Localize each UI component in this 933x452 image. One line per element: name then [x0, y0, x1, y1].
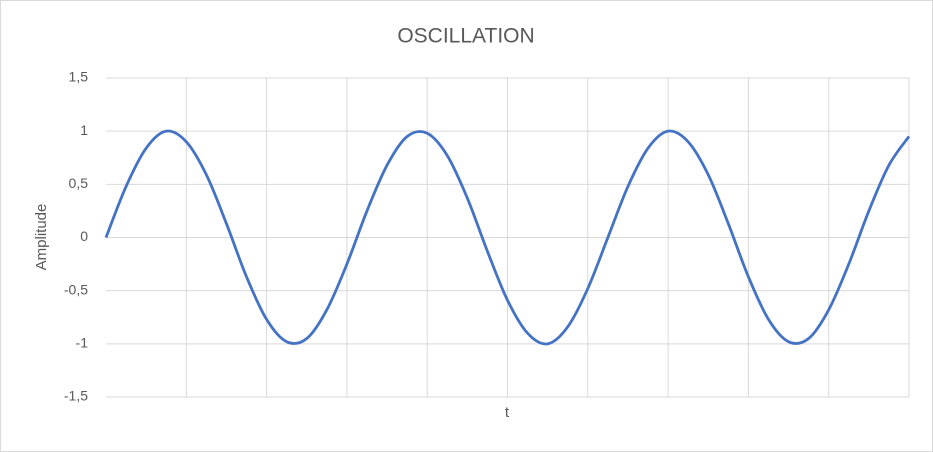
chart-title: OSCILLATION	[397, 25, 534, 48]
y-tick-label: -1,5	[64, 388, 88, 404]
y-tick-label: 0,5	[69, 175, 89, 191]
x-axis-label: t	[505, 404, 510, 421]
y-tick-label: -1	[76, 335, 89, 351]
y-axis-label: Amplitude	[33, 204, 50, 271]
y-tick-label: 1,5	[69, 69, 89, 85]
y-tick-label: 1	[80, 122, 88, 138]
line-series	[104, 129, 911, 346]
y-tick-label: 0	[80, 228, 88, 244]
y-tick-label: -0,5	[64, 281, 88, 297]
